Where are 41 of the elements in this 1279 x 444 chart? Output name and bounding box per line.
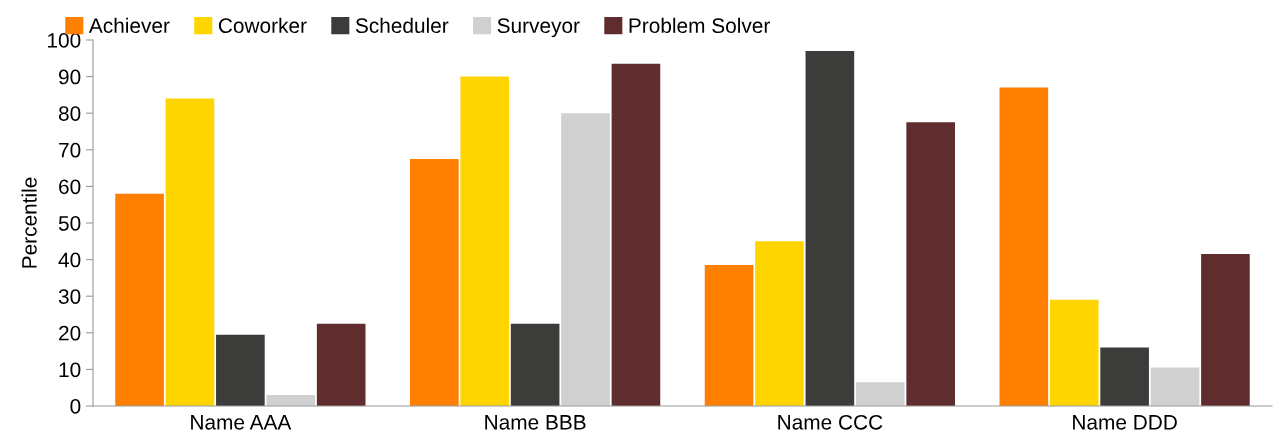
x-tick-label: Name CCC (778, 414, 883, 430)
y-tick-label: 80 (58, 106, 81, 121)
bar (755, 241, 804, 406)
bar (1201, 254, 1250, 406)
legend-label: Achiever (88, 17, 170, 34)
bar (611, 63, 661, 406)
legend-label: Surveyor (497, 18, 580, 38)
bar (561, 113, 610, 406)
y-tick-label: 0 (70, 399, 81, 414)
bar (855, 382, 905, 406)
legend-label: Scheduler (355, 17, 449, 34)
bar (266, 395, 316, 406)
bar (906, 122, 955, 406)
bar (1049, 299, 1099, 406)
bar (165, 98, 215, 406)
y-tick-label: 20 (59, 325, 81, 341)
x-tick-label: Name AAA (191, 415, 292, 430)
bar (1150, 367, 1200, 406)
bar (510, 323, 560, 406)
x-tick-label: Name BBB (485, 415, 586, 430)
bar (410, 158, 459, 406)
y-tick-label: 10 (59, 362, 81, 378)
bar (704, 265, 754, 406)
bar (805, 50, 855, 406)
y-tick-label: 60 (59, 179, 81, 195)
bar (460, 76, 510, 406)
y-tick-label: 50 (58, 216, 81, 231)
bar (216, 334, 265, 406)
y-tick-label: 30 (58, 289, 81, 304)
y-tick-label: 100 (48, 33, 81, 48)
y-tick-label: 40 (58, 252, 81, 268)
y-tick-label: 70 (59, 142, 81, 158)
bar (999, 87, 1049, 406)
bar (115, 193, 164, 406)
y-axis-title: Percentile (21, 177, 37, 268)
bar (316, 323, 366, 406)
y-tick-label: 90 (59, 69, 81, 85)
legend-label: Coworker (218, 17, 307, 34)
bar (1100, 347, 1149, 406)
legend-label: Problem Solver (629, 17, 770, 34)
x-tick-label: Name DDD (1073, 415, 1177, 430)
